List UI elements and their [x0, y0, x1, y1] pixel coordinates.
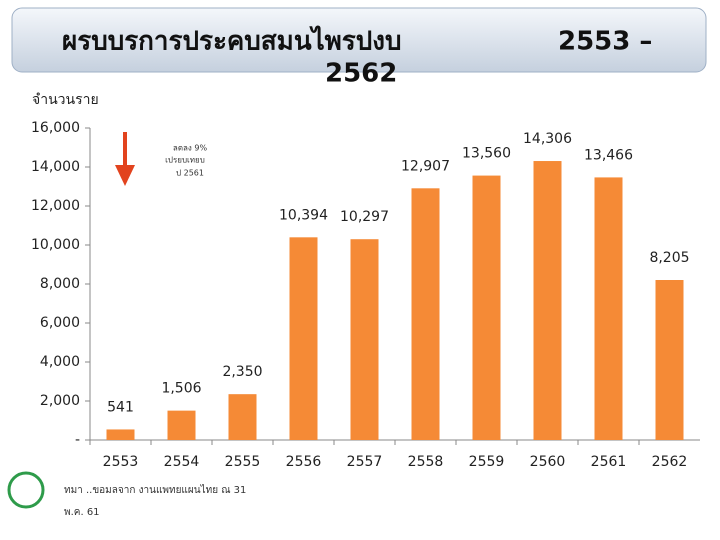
source: พ.ค. 61 [64, 507, 100, 518]
bar [594, 177, 623, 440]
y-tick-label: 8,000 [40, 276, 80, 292]
title-box [11, 7, 707, 73]
bar [655, 280, 684, 440]
y-axis-label: จำนวนราย [32, 92, 99, 108]
y-tick-label: 10,000 [31, 237, 80, 253]
bar [289, 237, 318, 440]
x-tick-label: 2562 [652, 454, 688, 470]
arrow-head [115, 165, 135, 186]
y-tick-label: - [75, 432, 80, 448]
bar [411, 188, 440, 440]
value-label: 13,560 [462, 146, 511, 162]
logo [7, 471, 45, 509]
value-label: 541 [107, 399, 134, 415]
value-label: 10,394 [279, 207, 328, 223]
x-tick-label: 2560 [530, 454, 566, 470]
source: ทมา ..ขอมลจาก งานแพทยแผนไทย ณ 31 [64, 484, 246, 496]
bar [533, 161, 562, 440]
bar [167, 410, 196, 440]
bar [472, 175, 501, 440]
y-tick-label: 12,000 [31, 198, 80, 214]
bar [228, 394, 257, 440]
annotation: ป 2561 [176, 169, 204, 178]
value-label: 10,297 [340, 209, 389, 225]
y-tick-label: 2,000 [40, 393, 80, 409]
value-label: 1,506 [161, 381, 201, 397]
annotation: เปรยบเทยบ [165, 156, 205, 165]
y-tick-label: 14,000 [31, 159, 80, 175]
x-tick-label: 2559 [469, 454, 505, 470]
x-tick-label: 2557 [347, 454, 383, 470]
x-tick-label: 2554 [164, 454, 200, 470]
bar [350, 239, 379, 440]
value-label: 13,466 [584, 147, 633, 163]
annotation: ลดลง 9% [173, 144, 208, 153]
x-tick-label: 2555 [225, 454, 261, 470]
y-tick-label: 4,000 [40, 354, 80, 370]
x-tick-label: 2553 [103, 454, 139, 470]
value-label: 2,350 [222, 364, 262, 380]
chart-title: 2553 – [558, 27, 652, 57]
x-tick-label: 2556 [286, 454, 322, 470]
value-label: 8,205 [649, 250, 689, 266]
value-label: 12,907 [401, 158, 450, 174]
x-tick-label: 2561 [591, 454, 627, 470]
x-tick-label: 2558 [408, 454, 444, 470]
chart-title: 2562 [325, 59, 397, 89]
y-tick-label: 6,000 [40, 315, 80, 331]
bar [106, 429, 135, 440]
value-label: 14,306 [523, 131, 572, 147]
chart-title: ผรบบรการประคบสมนไพรปงบ [62, 25, 401, 57]
y-tick-label: 16,000 [31, 120, 80, 136]
